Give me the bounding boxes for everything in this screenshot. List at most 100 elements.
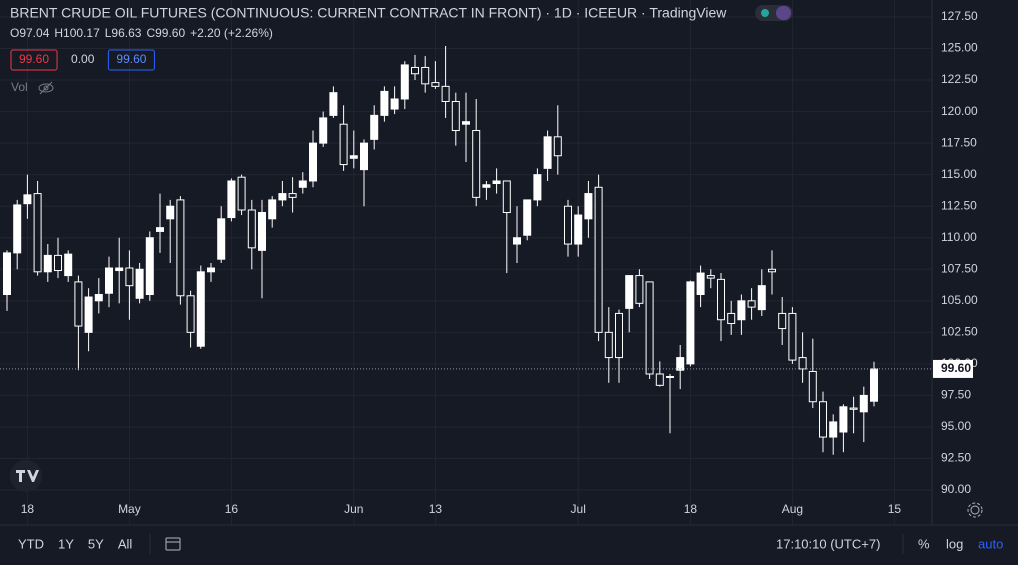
candle-body	[156, 227, 164, 232]
x-tick-label: Jun	[344, 502, 363, 516]
candle-body	[3, 252, 11, 296]
candle-body	[839, 406, 848, 433]
range-button[interactable]: 1Y	[58, 536, 74, 551]
candle-body	[278, 193, 287, 201]
y-tick-label: 107.50	[941, 261, 978, 275]
option-button[interactable]: %	[918, 536, 930, 551]
y-tick-label: 125.00	[941, 41, 978, 55]
candle-body	[431, 82, 440, 87]
candle-body	[247, 209, 256, 249]
candle-body	[808, 370, 817, 403]
candle-body	[482, 184, 491, 188]
y-tick-label: 102.50	[941, 325, 978, 339]
candle-body	[288, 193, 297, 198]
candle-body	[717, 278, 725, 321]
x-tick-label: 16	[225, 502, 239, 516]
y-tick-label: 122.50	[941, 72, 978, 86]
candle-body	[135, 268, 144, 299]
range-button[interactable]: All	[118, 536, 133, 551]
candle-body	[829, 421, 838, 438]
candle-body	[462, 121, 470, 125]
calendar-icon[interactable]	[165, 537, 181, 551]
candle-body	[747, 300, 756, 308]
candle-body	[186, 295, 195, 333]
candle-body	[380, 90, 389, 116]
candle-body	[706, 275, 715, 279]
volume-label: Vol	[11, 80, 28, 94]
toolbar: YTD 1Y 5Y All 17:10:10 (UTC+7)% log auto	[18, 536, 1003, 551]
eye-icon[interactable]	[38, 81, 54, 95]
candle-body	[584, 193, 593, 220]
candle-body	[727, 312, 736, 325]
settings-icon[interactable]	[967, 502, 983, 518]
legend-item: H100.17	[54, 26, 100, 40]
badge-label: 99.60	[116, 52, 146, 66]
candle-body	[196, 271, 205, 347]
y-tick-label: 97.50	[941, 388, 971, 402]
candle-body	[533, 174, 542, 201]
y-tick-label: 115.00	[941, 167, 977, 181]
candle-body	[686, 281, 695, 365]
candle-body	[870, 368, 878, 402]
candle-body	[849, 407, 858, 410]
x-tick-label: 15	[888, 502, 902, 516]
candle-body	[176, 199, 185, 297]
y-tick-label: 95.00	[941, 419, 971, 433]
candle-body	[43, 254, 52, 273]
range-button[interactable]: YTD	[18, 536, 44, 551]
candle-body	[604, 331, 613, 359]
candle-body	[441, 85, 450, 103]
candle-body	[309, 142, 317, 182]
candle-body	[268, 199, 277, 220]
range-button[interactable]: 5Y	[88, 536, 104, 551]
candle-body	[237, 176, 246, 211]
ohlc-legend: O97.04 H100.17 L96.63 C99.60 +2.20 (+2.26%)	[10, 26, 273, 40]
x-tick-label: 18	[684, 502, 698, 516]
candle-body	[258, 212, 266, 251]
candle-body	[564, 205, 572, 245]
candles	[3, 45, 878, 455]
candle-body	[625, 275, 634, 309]
legend-item: +2.20 (+2.26%)	[190, 26, 273, 40]
candle-body	[696, 272, 705, 296]
badge-box	[107, 49, 155, 71]
candle-body	[115, 267, 124, 272]
candle-body	[370, 114, 379, 140]
candle-body	[757, 285, 766, 311]
candle-body	[125, 267, 134, 287]
candle-body	[492, 180, 501, 184]
candle-body	[64, 253, 73, 277]
candle-body	[574, 214, 583, 245]
candle-body	[635, 275, 644, 304]
candle-body	[737, 300, 746, 321]
candle-body	[227, 180, 236, 219]
tv-logo	[10, 460, 42, 492]
candle-body	[400, 64, 409, 100]
y-tick-label: 110.00	[941, 230, 977, 244]
candle-body	[421, 66, 430, 85]
candle-body	[94, 294, 103, 302]
candle-body	[54, 254, 62, 272]
candle-body	[615, 312, 623, 359]
x-tick-label: 18	[21, 502, 35, 516]
chart-title: BRENT CRUDE OIL FUTURES (CONTINUOUS: CUR…	[10, 5, 727, 21]
badge-box	[10, 49, 58, 71]
legend-item: C99.60	[146, 26, 185, 40]
last-price-label: 99.60	[941, 361, 971, 375]
candle-body	[349, 155, 358, 159]
y-tick-label: 92.50	[941, 451, 971, 465]
grid	[0, 0, 932, 525]
candle-body	[360, 142, 368, 171]
legend-item: L96.63	[105, 26, 142, 40]
x-tick-label: Jul	[571, 502, 586, 516]
legend-item: O97.04	[10, 26, 50, 40]
toggle[interactable]	[755, 5, 793, 21]
candle-body	[329, 92, 338, 116]
option-button[interactable]: auto	[978, 536, 1003, 551]
option-button[interactable]: log	[946, 536, 963, 551]
candle-body	[13, 204, 22, 254]
x-tick-label: Aug	[782, 502, 803, 516]
last-price-tag	[933, 359, 973, 378]
